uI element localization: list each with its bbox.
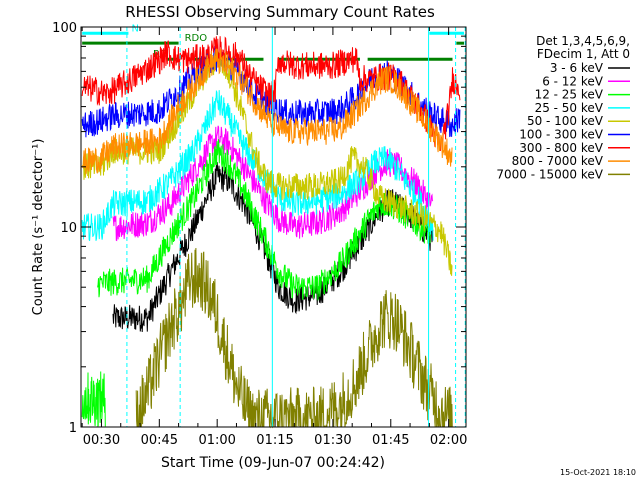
legend-header-1: FDecim 1, Att 0: [537, 47, 630, 61]
x-tick-label-5: 01:45: [372, 433, 409, 448]
status-label-0: N: [131, 23, 138, 34]
series-layer: [81, 36, 461, 429]
x-tick-label-2: 01:00: [198, 433, 235, 448]
legend-label-1: 6 - 12 keV: [542, 74, 604, 88]
status-label-2: RDO: [185, 33, 208, 44]
legend-label-4: 50 - 100 keV: [527, 114, 604, 128]
x-tick-label-4: 01:30: [314, 433, 351, 448]
legend-label-5: 100 - 300 keV: [519, 128, 603, 142]
legend-label-2: 12 - 25 keV: [535, 88, 604, 102]
y-axis-label: Count Rate (s⁻¹ detector⁻¹): [31, 139, 46, 316]
y-tick-label-0: 100: [52, 21, 77, 36]
legend: Det 1,3,4,5,6,9,FDecim 1, Att 03 - 6 keV…: [496, 34, 630, 181]
series-line-7: [81, 47, 453, 175]
series-line-2: [97, 139, 434, 301]
x-axis-label: Start Time (09-Jun-07 00:24:42): [161, 455, 385, 471]
series-12-25-low-segment: [81, 371, 106, 428]
legend-label-0: 3 - 6 keV: [550, 61, 604, 75]
footer-timestamp: 15-Oct-2021 18:10: [560, 468, 636, 477]
axes: 00:30 00:45 01:00 01:15 01:30 01:45 02:00 100 10…: [52, 21, 467, 448]
series-line-4: [81, 48, 453, 276]
legend-label-3: 25 - 50 keV: [535, 101, 604, 115]
legend-label-7: 800 - 7000 keV: [512, 154, 604, 168]
legend-label-8: 7000 - 15000 keV: [496, 167, 603, 181]
x-tick-label-3: 01:15: [256, 433, 293, 448]
y-tick-label-2: 1: [69, 421, 77, 436]
legend-label-6: 300 - 800 keV: [519, 141, 603, 155]
x-tick-label-1: 00:45: [141, 433, 178, 448]
x-tick-label-0: 00:30: [83, 433, 120, 448]
legend-header-0: Det 1,3,4,5,6,9,: [536, 34, 630, 48]
series-line-1: [112, 125, 434, 242]
y-tick-label-1: 10: [60, 221, 77, 236]
series-line-8: [135, 247, 453, 429]
chart-title: RHESSI Observing Summary Count Rates: [125, 3, 435, 21]
x-tick-label-6: 02:00: [430, 433, 467, 448]
